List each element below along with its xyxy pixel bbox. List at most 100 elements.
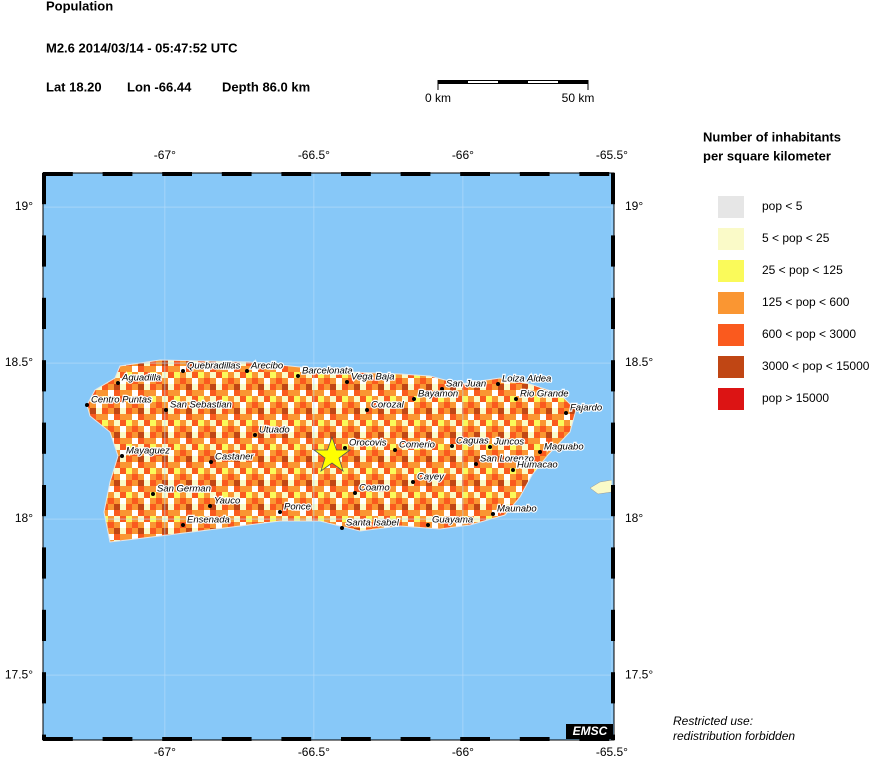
city-label: Ponce — [284, 502, 311, 513]
frame-check — [43, 737, 73, 741]
x-tick-label: -66.5° — [298, 745, 330, 759]
city-dot — [426, 523, 430, 527]
legend-label: 3000 < pop < 15000 — [762, 359, 870, 373]
legend-swatch — [718, 228, 744, 250]
frame-check — [519, 737, 550, 741]
city-label: Orocovis — [349, 438, 387, 449]
cities: Aguadilla Quebradillas Arecibo BarcelonataV… — [85, 359, 603, 530]
frame-check — [281, 172, 312, 176]
city-label: Loiza Aldea — [502, 374, 551, 385]
y-tick-label: 18.5° — [5, 355, 33, 369]
city-dot — [411, 480, 415, 484]
city-label: Caguas — [456, 436, 489, 447]
city-label: Cayey — [417, 472, 445, 483]
legend-title: per square kilometer — [703, 148, 831, 163]
scale-bar: 0 km 50 km — [425, 80, 594, 105]
legend-label: pop > 15000 — [762, 391, 829, 405]
city-dot — [151, 492, 155, 496]
frame-check — [42, 734, 46, 740]
frame-check — [460, 172, 490, 176]
city-label: Castaner — [215, 452, 254, 463]
y-tick-label: 18° — [15, 511, 33, 525]
city-dot — [208, 504, 212, 508]
logo-box — [566, 724, 613, 739]
city-label: Maunabo — [497, 504, 537, 515]
city-label: Maguabo — [544, 442, 584, 453]
city-dot — [450, 444, 454, 448]
city-dot — [116, 381, 120, 385]
city-dot — [343, 446, 347, 450]
city-label: Mayaguez — [126, 446, 170, 457]
city-label: Aguadilla — [121, 373, 161, 384]
city-label: San Sebastian — [170, 400, 232, 411]
x-tick-label: -66° — [452, 148, 474, 162]
epicenter — [312, 435, 352, 473]
city-label: San Juan — [446, 379, 486, 390]
frame-check — [42, 297, 46, 329]
frame-check — [43, 172, 73, 176]
city-dot — [181, 523, 185, 527]
city-label: Barcelonata — [302, 366, 353, 377]
frame-check — [162, 737, 192, 741]
scale-end: 50 km — [562, 91, 595, 105]
city-label: Yauco — [214, 496, 240, 507]
y-tick-label: 18.5° — [625, 355, 653, 369]
city-dot — [491, 512, 495, 516]
city-dot — [412, 397, 416, 401]
depth: Depth 86.0 km — [222, 79, 310, 94]
title: Population — [46, 0, 113, 13]
legend-swatch — [718, 196, 744, 218]
y-tick-label: 17.5° — [625, 667, 653, 681]
frame-check — [611, 547, 615, 579]
frame-check — [579, 172, 610, 176]
city-label: Comerio — [399, 440, 435, 451]
x-tick-label: -66.5° — [298, 148, 330, 162]
city-dot — [253, 433, 257, 437]
city-dot — [514, 397, 518, 401]
frame-check — [341, 172, 371, 176]
event: M2.6 2014/03/14 - 05:47:52 UTC — [46, 40, 238, 55]
city-label: Centro Puntas — [91, 395, 152, 406]
frame-check — [611, 235, 615, 267]
city-dot — [340, 526, 344, 530]
y-tick-label: 18° — [625, 511, 643, 525]
x-tick-label: -67° — [154, 148, 176, 162]
legend-label: 25 < pop < 125 — [762, 263, 843, 277]
city-dot — [85, 403, 89, 407]
city-dot — [564, 411, 568, 415]
frame-check — [611, 672, 615, 704]
legend-label: pop < 5 — [762, 199, 803, 213]
frame-check — [42, 422, 46, 454]
frame-check — [611, 173, 615, 205]
city-label: Santa Isabel — [346, 518, 400, 529]
city-label: Humacao — [517, 460, 558, 471]
city-label: Guayama — [432, 515, 473, 526]
city-label: Fajardo — [570, 403, 602, 414]
frame-check — [611, 609, 615, 641]
city-label: Ensenada — [187, 515, 230, 526]
city-dot — [538, 450, 542, 454]
city-label: San German — [157, 484, 211, 495]
frame-check — [102, 172, 133, 176]
city-label: Corozal — [371, 400, 405, 411]
city-label: Bayamon — [418, 389, 458, 400]
y-tick-label: 17.5° — [5, 667, 33, 681]
frame-check — [42, 609, 46, 641]
frame-check — [42, 672, 46, 704]
city-label: Quebradillas — [187, 361, 241, 372]
lat: Lat 18.20 — [46, 79, 102, 94]
legend-swatch — [718, 356, 744, 378]
scale-start: 0 km — [425, 91, 451, 105]
logo: EMSC — [573, 724, 608, 738]
x-tick-label: -67° — [154, 745, 176, 759]
legend-swatch — [718, 260, 744, 282]
frame-check — [42, 173, 46, 205]
frame-check — [221, 737, 252, 741]
x-tick-label: -66° — [452, 745, 474, 759]
lon: Lon -66.44 — [127, 79, 192, 94]
frame-check — [611, 422, 615, 454]
legend-swatch — [718, 324, 744, 346]
city-dot — [474, 462, 478, 466]
legend-swatch — [718, 292, 744, 314]
